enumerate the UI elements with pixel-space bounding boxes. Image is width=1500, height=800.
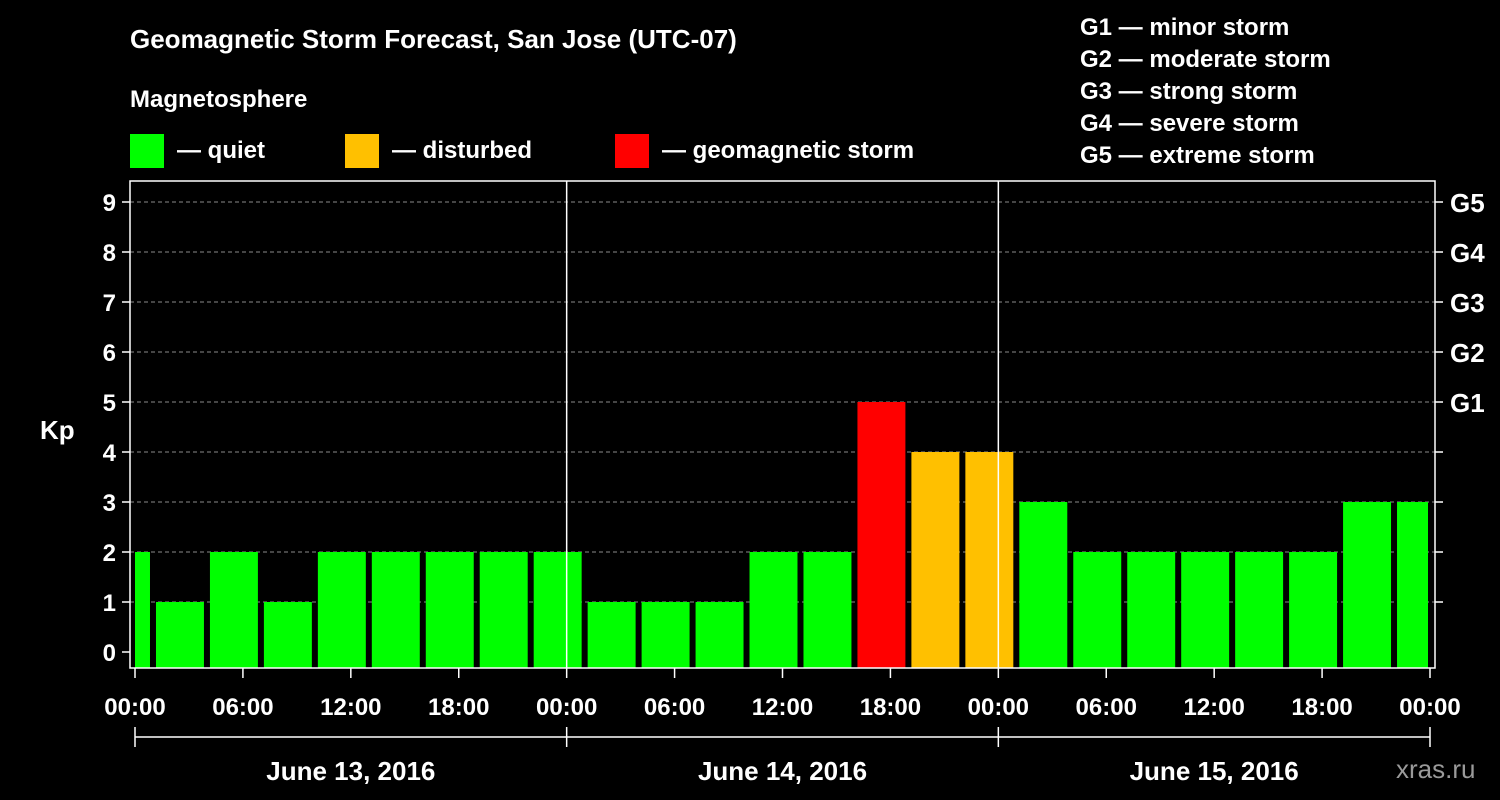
y-tick-label: 4 <box>103 440 117 467</box>
storm-level-label: G5 <box>1450 188 1485 218</box>
kp-bar <box>1397 502 1428 668</box>
kp-bar <box>533 552 582 668</box>
legend-item-disturbed: — disturbed <box>345 134 532 168</box>
kp-bar <box>1181 552 1230 668</box>
kp-bar <box>1073 552 1122 668</box>
y-tick-label: 1 <box>103 590 116 617</box>
x-tick-label: 06:00 <box>1076 694 1137 721</box>
legend-swatch-quiet <box>130 134 164 168</box>
storm-level-label: G2 <box>1450 338 1485 368</box>
kp-bar <box>803 552 852 668</box>
y-tick-label: 7 <box>103 290 116 317</box>
kp-bar <box>641 602 690 668</box>
x-tick-label: 12:00 <box>752 694 813 721</box>
x-tick-label: 18:00 <box>428 694 489 721</box>
storm-level-label: G3 <box>1450 288 1485 318</box>
storm-level-label: G1 <box>1450 388 1485 418</box>
storm-scale-g2: G2 — moderate storm <box>1080 46 1331 73</box>
x-tick-label: 00:00 <box>104 694 165 721</box>
day-label: June 13, 2016 <box>266 756 435 786</box>
y-tick-label: 9 <box>103 190 116 217</box>
kp-bar <box>425 552 474 668</box>
kp-bar <box>371 552 420 668</box>
kp-bar <box>1343 502 1392 668</box>
kp-bar <box>479 552 528 668</box>
x-tick-label: 00:00 <box>536 694 597 721</box>
kp-bar <box>1289 552 1338 668</box>
kp-bar <box>135 552 150 668</box>
kp-bar <box>263 602 312 668</box>
x-tick-label: 18:00 <box>860 694 921 721</box>
x-tick-label: 06:00 <box>644 694 705 721</box>
x-tick-label: 18:00 <box>1291 694 1352 721</box>
kp-bar <box>749 552 798 668</box>
x-tick-label: 12:00 <box>1183 694 1244 721</box>
kp-bar <box>1019 502 1068 668</box>
kp-bar <box>317 552 366 668</box>
kp-bar <box>965 452 1014 668</box>
legend-label-quiet: — quiet <box>177 137 265 164</box>
kp-bar <box>695 602 744 668</box>
kp-bar <box>209 552 258 668</box>
y-tick-label: 3 <box>103 490 116 517</box>
legend-item-storm: — geomagnetic storm <box>615 134 914 168</box>
y-tick-label: 6 <box>103 340 116 367</box>
chart-title: Geomagnetic Storm Forecast, San Jose (UT… <box>130 24 737 54</box>
storm-scale-g3: G3 — strong storm <box>1080 78 1298 105</box>
x-tick-label: 00:00 <box>968 694 1029 721</box>
storm-level-label: G4 <box>1450 238 1485 268</box>
y-tick-label: 8 <box>103 240 116 267</box>
legend-swatch-disturbed <box>345 134 379 168</box>
x-tick-label: 12:00 <box>320 694 381 721</box>
kp-bar <box>155 602 204 668</box>
storm-scale-g5: G5 — extreme storm <box>1080 142 1315 169</box>
kp-bar <box>587 602 636 668</box>
y-tick-label: 5 <box>103 390 116 417</box>
storm-scale-g4: G4 — severe storm <box>1080 110 1299 137</box>
legend-label-storm: — geomagnetic storm <box>662 137 915 164</box>
legend-title: Magnetosphere <box>130 86 308 113</box>
x-tick-label: 06:00 <box>212 694 273 721</box>
y-tick-label: 0 <box>103 640 116 667</box>
legend-item-quiet: — quiet <box>130 134 265 168</box>
day-label: June 14, 2016 <box>698 756 867 786</box>
x-tick-label: 00:00 <box>1399 694 1460 721</box>
day-label: June 15, 2016 <box>1130 756 1299 786</box>
kp-bar <box>1235 552 1284 668</box>
y-tick-label: 2 <box>103 540 116 567</box>
kp-bar <box>857 402 906 668</box>
kp-bar <box>1127 552 1176 668</box>
kp-bar <box>911 452 960 668</box>
legend-swatch-storm <box>615 134 649 168</box>
watermark: xras.ru <box>1396 754 1476 784</box>
legend-label-disturbed: — disturbed <box>392 137 533 164</box>
y-axis-label: Kp <box>40 415 75 445</box>
storm-scale-g1: G1 — minor storm <box>1080 14 1290 41</box>
